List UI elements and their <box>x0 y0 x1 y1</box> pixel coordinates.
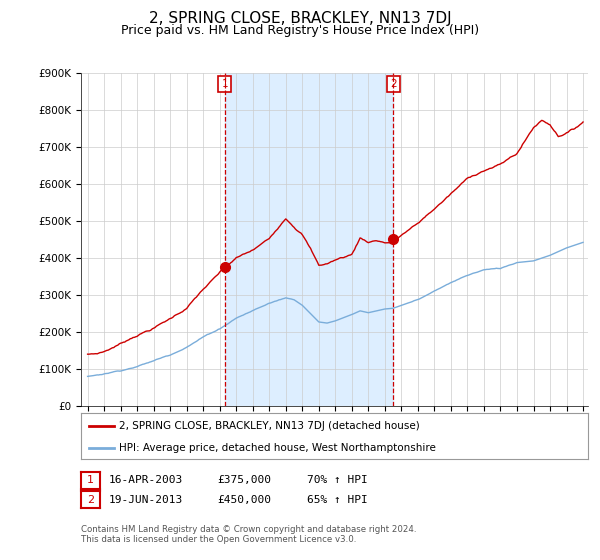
Text: £450,000: £450,000 <box>217 494 271 505</box>
Text: 1: 1 <box>221 79 228 89</box>
Text: 2: 2 <box>87 494 94 505</box>
Text: 1: 1 <box>87 475 94 486</box>
Text: Price paid vs. HM Land Registry's House Price Index (HPI): Price paid vs. HM Land Registry's House … <box>121 24 479 36</box>
Text: £375,000: £375,000 <box>217 475 271 486</box>
Text: 19-JUN-2013: 19-JUN-2013 <box>109 494 184 505</box>
Text: Contains HM Land Registry data © Crown copyright and database right 2024.
This d: Contains HM Land Registry data © Crown c… <box>81 525 416 544</box>
Text: 70% ↑ HPI: 70% ↑ HPI <box>307 475 368 486</box>
Text: 65% ↑ HPI: 65% ↑ HPI <box>307 494 368 505</box>
Text: HPI: Average price, detached house, West Northamptonshire: HPI: Average price, detached house, West… <box>119 443 436 452</box>
Text: 2, SPRING CLOSE, BRACKLEY, NN13 7DJ: 2, SPRING CLOSE, BRACKLEY, NN13 7DJ <box>149 11 451 26</box>
Text: 2, SPRING CLOSE, BRACKLEY, NN13 7DJ (detached house): 2, SPRING CLOSE, BRACKLEY, NN13 7DJ (det… <box>119 421 420 431</box>
Bar <box>224 73 393 406</box>
Text: 16-APR-2003: 16-APR-2003 <box>109 475 184 486</box>
Text: 2: 2 <box>390 79 397 89</box>
